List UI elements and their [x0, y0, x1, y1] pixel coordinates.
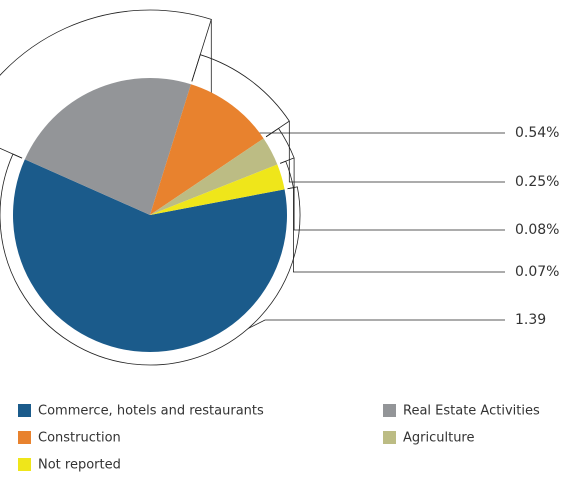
callout-bracket — [0, 9, 212, 159]
callout-bracket — [0, 153, 301, 366]
value-label: 0.25% — [515, 174, 559, 190]
value-label: 0.54% — [515, 125, 559, 141]
legend-label: Real Estate Activities — [403, 404, 540, 419]
callout-bracket — [265, 127, 295, 164]
callout-bracket — [280, 160, 294, 190]
legend-label: Commerce, hotels and restaurants — [38, 404, 264, 419]
legend-label: Agriculture — [403, 431, 475, 446]
legend-label: Construction — [38, 431, 121, 446]
value-label: 0.08% — [515, 222, 559, 238]
value-label: 0.07% — [515, 264, 559, 280]
pie-slice — [150, 164, 285, 215]
legend-swatch — [18, 458, 31, 471]
leader-line — [210, 19, 505, 134]
legend-swatch — [18, 431, 31, 444]
leader-line — [293, 157, 505, 231]
pie-slice — [24, 78, 191, 216]
pie-slice — [150, 84, 264, 215]
leader-line — [293, 187, 505, 273]
callout-bracket — [191, 54, 290, 138]
legend: Commerce, hotels and restaurants Real Est… — [18, 404, 540, 473]
value-label: 1.39 — [515, 312, 546, 328]
pie-slice — [12, 159, 287, 353]
leader-line — [288, 121, 505, 183]
legend-label: Not reported — [38, 458, 121, 473]
legend-swatch — [383, 431, 396, 444]
legend-swatch — [383, 404, 396, 417]
legend-swatch — [18, 404, 31, 417]
pie-slice — [150, 138, 278, 215]
leader-line — [247, 319, 505, 329]
